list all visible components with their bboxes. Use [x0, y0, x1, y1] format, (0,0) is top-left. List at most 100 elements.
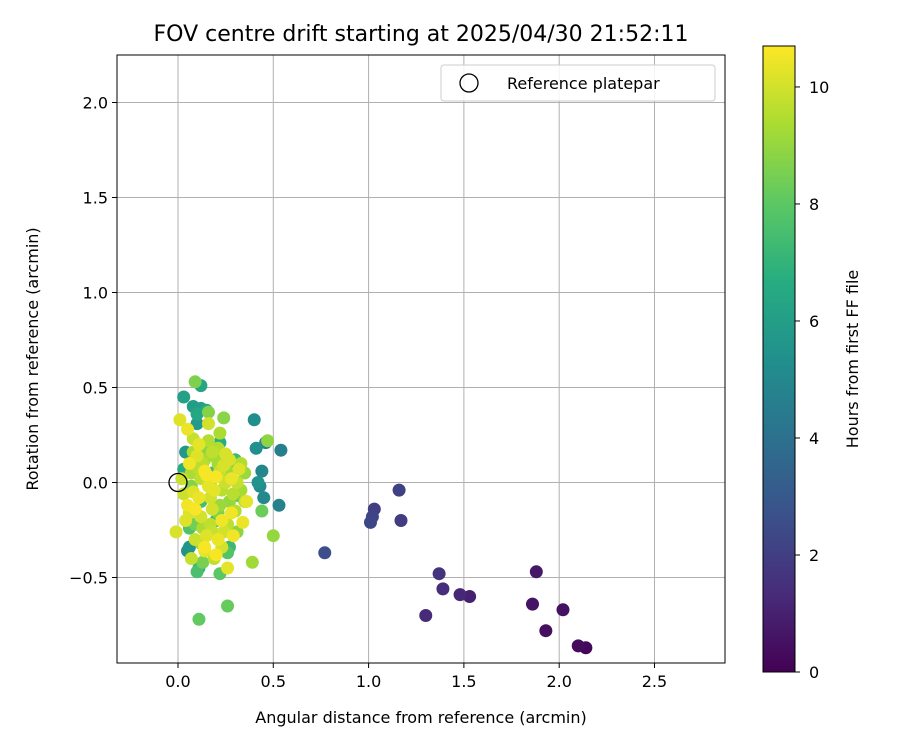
reference-platepar-marker [168, 472, 188, 493]
scatter-point [249, 441, 263, 455]
scatter-point [247, 413, 261, 427]
colorbar-ticks: 0 2 4 6 8 10 [795, 78, 829, 682]
scatter-point [198, 540, 212, 554]
scatter-point [272, 498, 286, 512]
y-tick-label: 1.5 [83, 189, 108, 208]
scatter-point [182, 457, 196, 470]
scatter-point [198, 464, 212, 478]
scatter-point [556, 603, 570, 617]
scatter-point [222, 453, 236, 467]
y-tick-label: 1.0 [83, 284, 108, 303]
scatter-point [181, 422, 195, 436]
scatter-point [432, 567, 446, 581]
scatter-point [211, 533, 225, 546]
legend-marker-open-circle-icon [459, 73, 479, 93]
x-tick-label: 2.0 [546, 672, 571, 691]
y-tick-label: 0.5 [83, 379, 108, 398]
scatter-point [453, 588, 467, 602]
y-axis-label: Rotation from reference (arcmin) [23, 227, 42, 490]
legend-box [440, 64, 716, 102]
scatter-point [213, 426, 227, 440]
x-tick-label: 0.0 [165, 672, 190, 691]
colorbar-tick-label: 4 [809, 429, 819, 448]
scatter-point [196, 555, 210, 569]
y-tick-label: −0.5 [69, 569, 108, 588]
x-axis-label: Angular distance from reference (arcmin) [255, 708, 586, 727]
scatter-point [209, 548, 223, 562]
scatter-point [226, 487, 240, 501]
scatter-point [236, 515, 250, 529]
legend-label: Reference platepar [507, 74, 660, 93]
scatter-point [215, 514, 229, 527]
scatter-point [318, 546, 332, 560]
scatter-point [392, 483, 406, 497]
scatter-point [539, 624, 553, 638]
colorbar-tick-label: 10 [809, 78, 829, 97]
scatter-point [274, 443, 288, 457]
scatter-point [184, 552, 198, 565]
scatter-point [188, 502, 202, 516]
scatter-point [190, 565, 204, 579]
scatter-point [394, 514, 408, 527]
legend: Reference platepar [440, 64, 716, 102]
scatter-point [226, 529, 240, 543]
scatter-point [205, 445, 219, 459]
colorbar-label: Hours from first FF file [843, 270, 862, 449]
x-axis-ticks: 0.0 0.5 1.0 1.5 2.0 2.5 [165, 663, 667, 691]
colorbar-tick-label: 6 [809, 312, 819, 331]
y-tick-label: 2.0 [83, 94, 108, 113]
scatter-point [240, 495, 254, 508]
scatter-point [200, 529, 214, 543]
reference-marker-group [168, 472, 188, 493]
scatter-point [175, 472, 189, 486]
scatter-point [201, 417, 215, 431]
x-tick-label: 1.0 [356, 672, 381, 691]
scatter-point [201, 405, 215, 419]
plot-frame [116, 54, 726, 664]
scatter-point [232, 462, 246, 476]
scatter-point [571, 639, 585, 653]
scatter-point [217, 411, 231, 425]
scatter-point [192, 438, 206, 451]
x-tick-label: 0.5 [261, 672, 286, 691]
colorbar-tick-label: 8 [809, 195, 819, 214]
grid-lines [117, 55, 725, 663]
scatter-point [224, 506, 238, 520]
scatter-point [529, 565, 543, 579]
scatter-point [169, 525, 183, 539]
scatter-point [257, 491, 271, 505]
scatter-point [192, 612, 206, 626]
scatter-point [251, 476, 265, 489]
data-points [169, 375, 593, 655]
scatter-point [261, 434, 275, 448]
scatter-point [188, 375, 202, 389]
scatter-point [190, 417, 204, 431]
scatter-point [255, 464, 269, 478]
scatter-point [205, 502, 219, 516]
scatter-point [363, 515, 377, 529]
colorbar [762, 45, 796, 673]
scatter-point [221, 599, 235, 613]
scatter-point [525, 597, 539, 611]
y-axis-ticks: −0.5 0.0 0.5 1.0 1.5 2.0 [69, 94, 117, 588]
scatter-point [177, 390, 191, 404]
scatter-point [173, 413, 187, 427]
x-tick-label: 1.5 [451, 672, 476, 691]
chart-title: FOV centre drift starting at 2025/04/30 … [154, 22, 689, 47]
scatter-point [224, 472, 238, 486]
scatter-point [188, 533, 202, 546]
scatter-point [255, 504, 269, 518]
scatter-point [419, 609, 433, 622]
scatter-point [436, 582, 450, 596]
scatter-point [179, 514, 193, 527]
scatter-point [266, 529, 280, 543]
y-tick-label: 0.0 [83, 474, 108, 493]
scatter-point [207, 483, 221, 497]
scatter-point [221, 561, 235, 575]
scatter-point [192, 491, 206, 505]
scatter-point [245, 555, 259, 569]
colorbar-tick-label: 2 [809, 546, 819, 565]
x-tick-label: 2.5 [642, 672, 667, 691]
colorbar-tick-label: 0 [809, 663, 819, 682]
